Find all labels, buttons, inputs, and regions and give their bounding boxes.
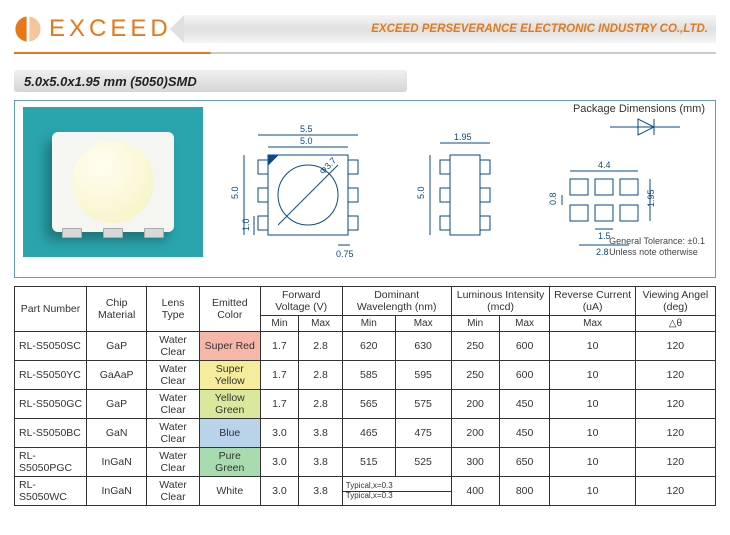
- rc-max: Max: [550, 316, 635, 332]
- svg-text:1.95: 1.95: [646, 189, 656, 207]
- svg-text:5.0: 5.0: [416, 186, 426, 199]
- fv-min: Min: [260, 316, 299, 332]
- brand-logo: EXCEED: [14, 15, 172, 43]
- tol-line1: General Tolerance: ±0.1: [609, 236, 705, 247]
- col-pn: Part Number: [15, 287, 87, 332]
- fv-max: Max: [299, 316, 342, 332]
- col-wl: Dominant Wavelength (nm): [342, 287, 451, 316]
- col-fv: Forward Voltage (V): [260, 287, 342, 316]
- svg-text:0.8: 0.8: [548, 192, 558, 205]
- header-bar: EXCEED PERSEVERANCE ELECTRONIC INDUSTRY …: [184, 15, 716, 43]
- li-max: Max: [499, 316, 550, 332]
- product-photo: [23, 107, 203, 257]
- technical-drawings: Package Dimensions (mm): [213, 107, 707, 257]
- wl-max: Max: [395, 316, 451, 332]
- col-color: Emitted Color: [199, 287, 260, 332]
- svg-text:5.0: 5.0: [230, 186, 240, 199]
- package-dims-title: Package Dimensions (mm): [573, 103, 705, 115]
- table-row: RL-S5050BCGaNWater ClearBlue3.03.8465475…: [15, 419, 716, 448]
- col-rc: Reverse Current (uA): [550, 287, 635, 316]
- diagram-frame: Package Dimensions (mm): [14, 100, 716, 278]
- svg-text:2.8: 2.8: [596, 247, 609, 257]
- svg-text:4.4: 4.4: [598, 160, 611, 170]
- col-li: Luminous Intensity (mcd): [451, 287, 550, 316]
- brand-text: EXCEED: [49, 15, 172, 43]
- tol-line2: Unless note otherwise: [609, 247, 705, 258]
- wl-min: Min: [342, 316, 395, 332]
- table-row: RL-S5050YCGaAaPWater ClearSuper Yellow1.…: [15, 361, 716, 390]
- company-name: EXCEED PERSEVERANCE ELECTRONIC INDUSTRY …: [371, 23, 708, 35]
- svg-text:5.0: 5.0: [300, 136, 313, 146]
- brand-icon: [14, 15, 42, 43]
- table-row: RL-S5050SCGaPWater ClearSuper Red1.72.86…: [15, 332, 716, 361]
- table-row: RL-S5050WCInGaNWater ClearWhite3.03.8Typ…: [15, 477, 716, 506]
- col-chip: Chip Material: [87, 287, 147, 332]
- tolerance-note: General Tolerance: ±0.1 Unless note othe…: [609, 236, 705, 258]
- table-row: RL-S5050PGCInGaNWater ClearPure Green3.0…: [15, 448, 716, 477]
- header-rule: [14, 52, 716, 54]
- col-va: Viewing Angel (deg): [635, 287, 715, 316]
- svg-text:0.75: 0.75: [336, 249, 354, 257]
- va-delta: △θ: [635, 316, 715, 332]
- svg-text:Φ3.7: Φ3.7: [317, 155, 338, 176]
- svg-text:1.0: 1.0: [241, 218, 251, 231]
- svg-text:5.5: 5.5: [300, 124, 313, 134]
- col-lens: Lens Type: [147, 287, 200, 332]
- li-min: Min: [451, 316, 499, 332]
- table-row: RL-S5050GCGaPWater ClearYellow Green1.72…: [15, 390, 716, 419]
- svg-text:1.95: 1.95: [454, 132, 472, 142]
- spec-table: Part Number Chip Material Lens Type Emit…: [14, 286, 716, 506]
- product-title: 5.0x5.0x1.95 mm (5050)SMD: [14, 70, 407, 92]
